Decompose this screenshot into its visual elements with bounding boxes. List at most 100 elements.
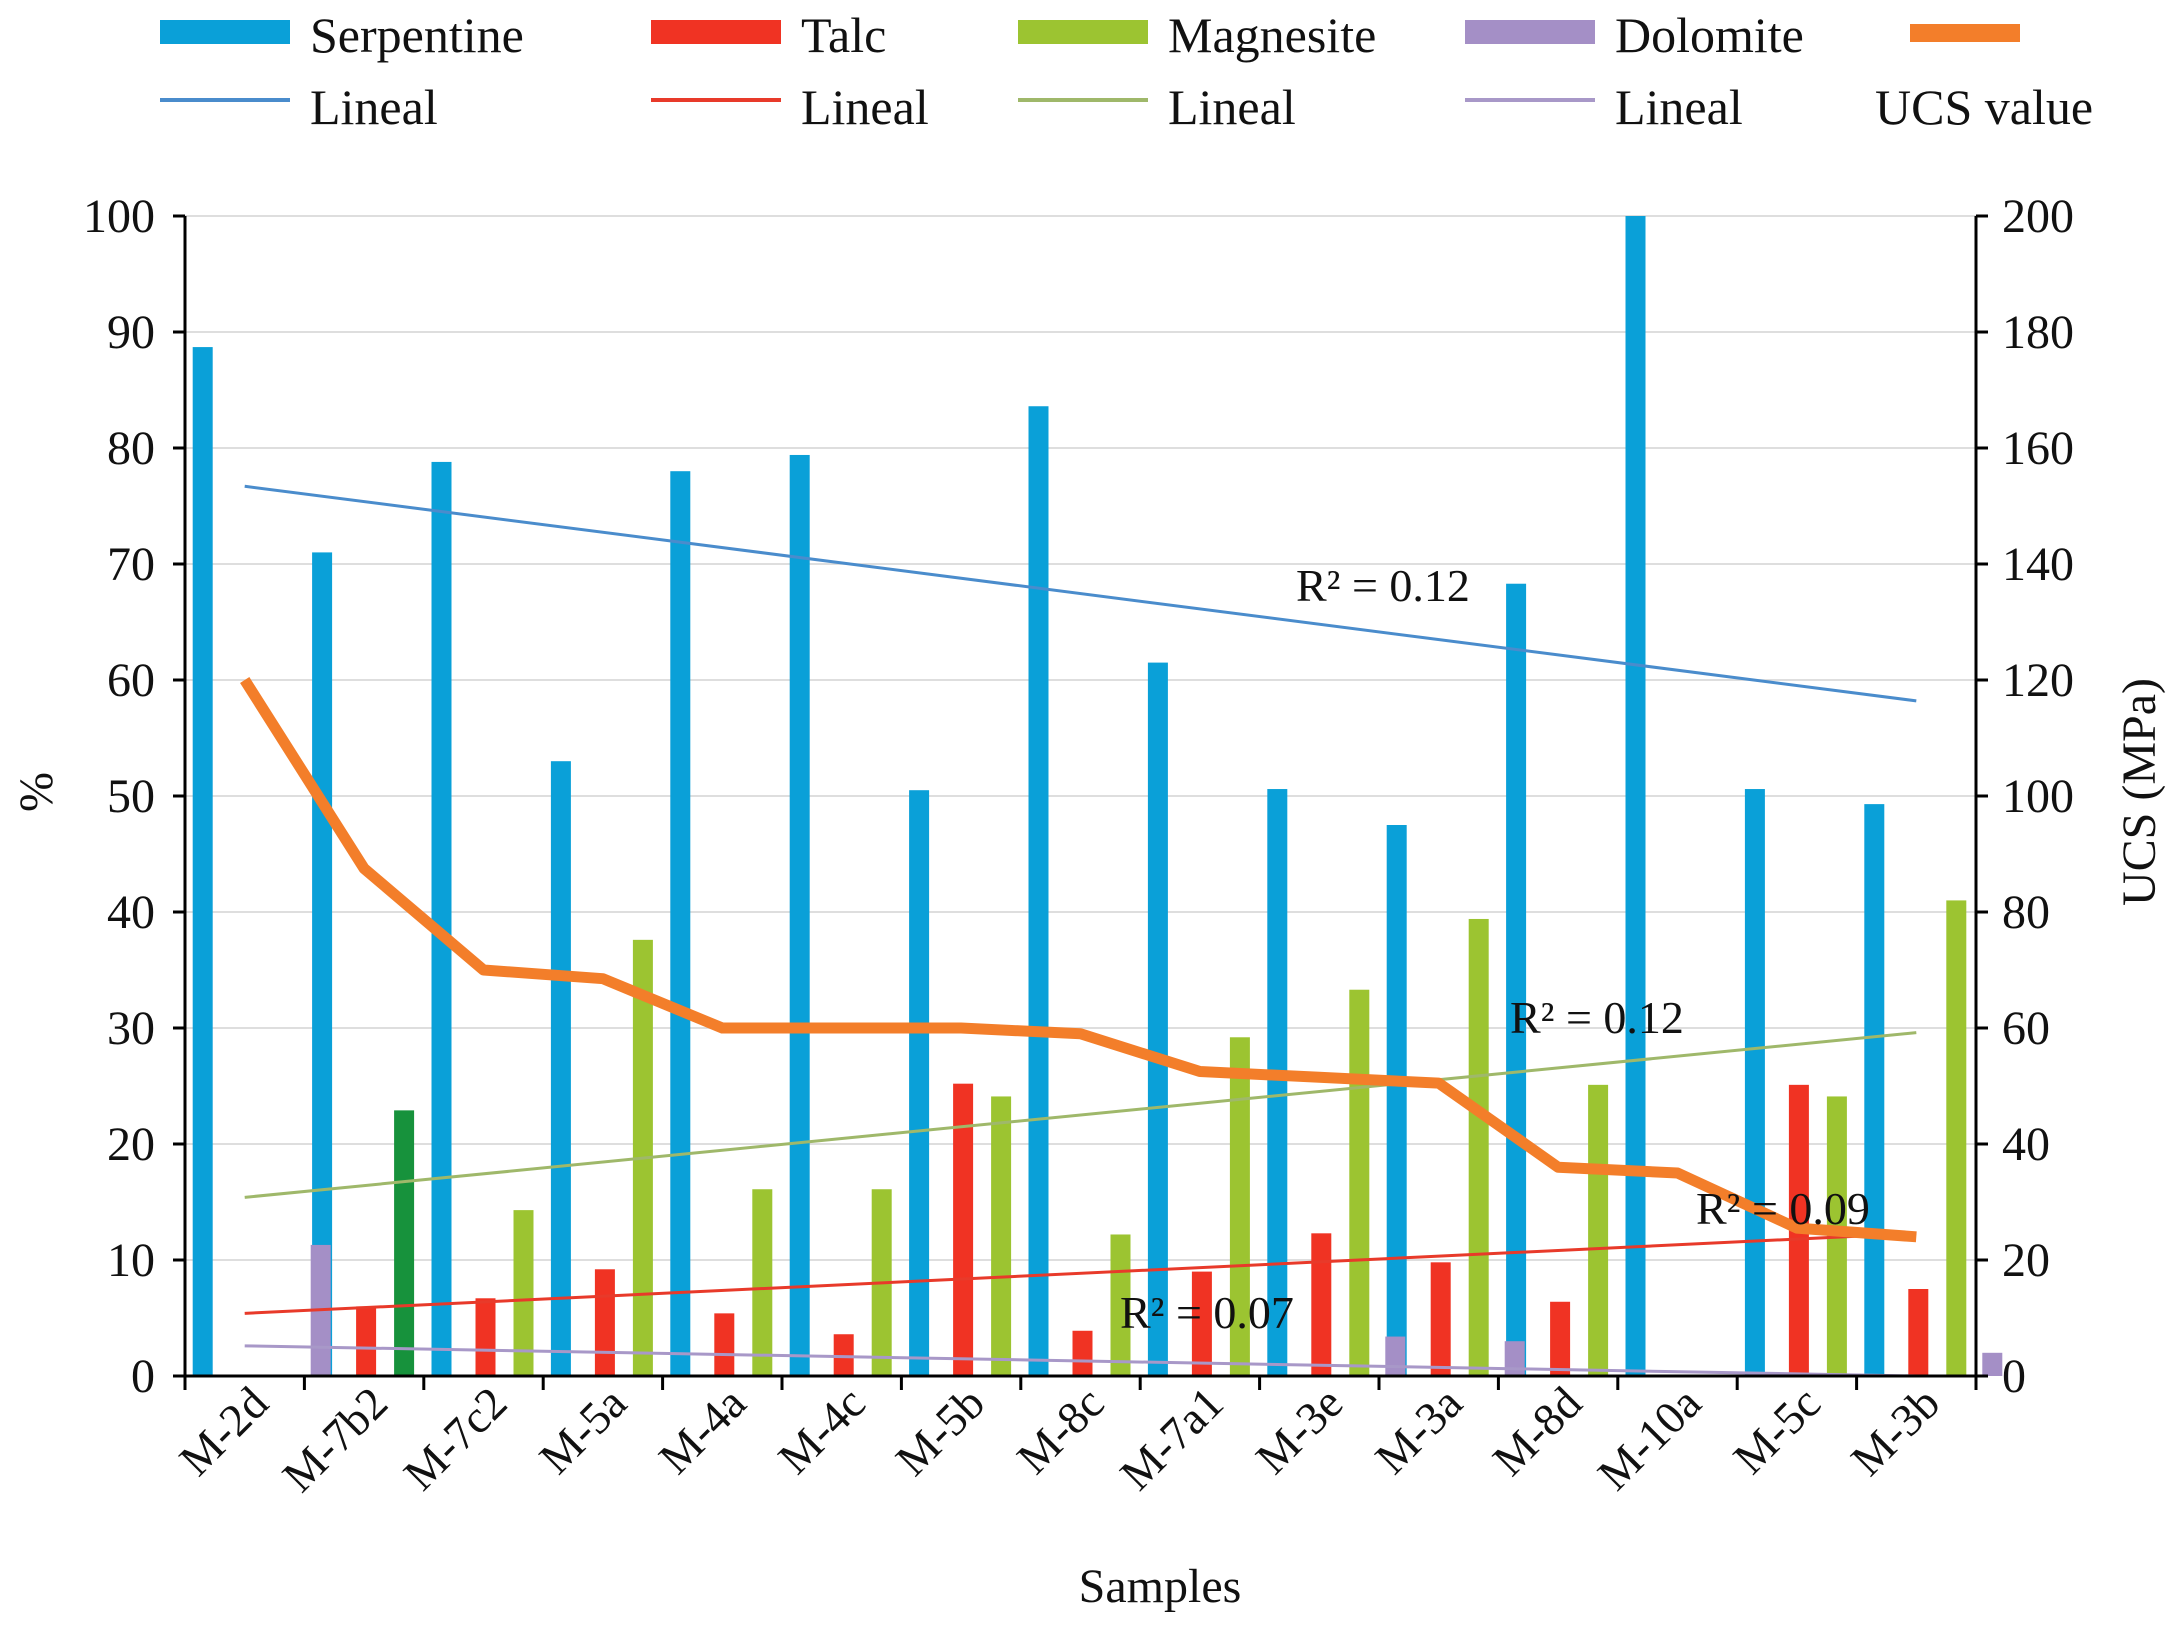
y2-tick-label: 40	[2002, 1118, 2050, 1171]
x-tick-label: M-3e	[1246, 1377, 1353, 1484]
legend-trend-label: Lineal	[310, 79, 438, 135]
dolomite-bar-m-3b	[1982, 1352, 2003, 1376]
dolomite-bar-m-3e	[1385, 1336, 1406, 1376]
y-tick-label: 70	[107, 538, 155, 591]
legend-label-magnesite: Magnesite	[1168, 7, 1376, 63]
legend-trend-label: Lineal	[1168, 79, 1296, 135]
y-tick-label: 90	[107, 306, 155, 359]
talc-bar-m-3b	[1908, 1289, 1929, 1376]
x-tick-label: M-4a	[649, 1377, 756, 1484]
y-tick-label: 80	[107, 422, 155, 475]
ucs-line-group	[240, 677, 1917, 1243]
serpentine-bar-m-5c	[1744, 789, 1765, 1376]
serpentine-bar-m-7c2	[431, 461, 452, 1376]
dolomite-trendline	[244, 1344, 1917, 1378]
x-tick-label: M-3a	[1365, 1377, 1472, 1484]
dolomite-r2-label: R² = 0.07	[1120, 1287, 1294, 1338]
talc-bar-m-8c	[1072, 1330, 1093, 1376]
serpentine-bar-m-7b2	[312, 552, 333, 1376]
magnesite-bar-m-3b	[1946, 900, 1967, 1376]
magnesite-r2-label: R² = 0.12	[1510, 992, 1684, 1043]
magnesite-bar-m-5b	[991, 1096, 1012, 1376]
x-tick-label: M-5b	[886, 1377, 994, 1485]
talc-bar-m-5b	[953, 1083, 974, 1376]
y-tick-label: 0	[131, 1350, 155, 1403]
serpentine-bar-m-4c	[789, 454, 810, 1377]
x-tick-label: M-7a1	[1110, 1377, 1233, 1500]
x-tick-label: M-8d	[1483, 1377, 1591, 1485]
x-axis-title: Samples	[1079, 1560, 1242, 1613]
y2-tick-label: 100	[2002, 770, 2074, 823]
serpentine-trendline	[244, 484, 1917, 703]
y2-tick-label: 60	[2002, 1002, 2050, 1055]
magnesite-bar-m-7c2	[513, 1210, 534, 1376]
y2-tick-label: 0	[2002, 1350, 2026, 1403]
talc-bar-m-7c2	[475, 1298, 496, 1376]
axes: 0 10 20 30 40 50 60 70 80 90 100 0 20 40 60 80 100 120 140…	[83, 190, 2074, 1502]
x-tick-label: M-7c2	[394, 1377, 517, 1500]
legend-label-serpentine: Serpentine	[310, 7, 524, 63]
y-tick-label: 10	[107, 1234, 155, 1287]
magnesite-bar-m-3a	[1468, 918, 1489, 1376]
serpentine-r2-label: R² = 0.12	[1296, 560, 1470, 611]
gridlines	[185, 215, 1976, 1261]
x-tick-label: M-7b2	[273, 1377, 398, 1502]
y-tick-label: 30	[107, 1002, 155, 1055]
x-tick-label: M-10a	[1588, 1377, 1711, 1500]
legend-swatch-serpentine	[160, 20, 290, 44]
y2-axis-title: UCS (MPa)	[2113, 678, 2166, 906]
serpentine-bar-m-5b	[909, 790, 930, 1376]
magnesite-bar-m-4a	[752, 1189, 773, 1376]
x-tick-label: M-3b	[1841, 1377, 1949, 1485]
y-tick-label: 50	[107, 770, 155, 823]
y-tick-label: 40	[107, 886, 155, 939]
talc-bar-m-4a	[714, 1313, 735, 1376]
y2-tick-label: 200	[2002, 190, 2074, 243]
ucs-line	[240, 677, 1917, 1243]
y2-tick-label: 80	[2002, 886, 2050, 939]
talc-trendline	[244, 1231, 1917, 1315]
talc-r2-label: R² = 0.09	[1696, 1183, 1870, 1234]
y2-tick-label: 120	[2002, 654, 2074, 707]
x-tick-label: M-8c	[1007, 1377, 1114, 1484]
serpentine-bar-m-10a	[1625, 216, 1646, 1376]
talc-bar-m-8d	[1550, 1301, 1571, 1376]
talc-bar-m-7a1	[1191, 1271, 1212, 1376]
y-tick-label: 20	[107, 1118, 155, 1171]
talc-bar-m-3e	[1311, 1233, 1332, 1376]
magnesite-bar-m-3e	[1349, 989, 1370, 1376]
magnesite-bar-m-7a1	[1229, 1037, 1250, 1376]
talc-bar-m-4c	[833, 1334, 854, 1376]
x-tick-label: M-2d	[169, 1377, 277, 1485]
x-tick-label: M-5c	[1723, 1377, 1830, 1484]
serpentine-bar-m-4a	[670, 471, 691, 1376]
legend-swatch-talc	[651, 20, 781, 44]
y2-tick-label: 20	[2002, 1234, 2050, 1287]
legend: Serpentine Lineal Talc Lineal Magnesite Linea…	[160, 7, 2093, 135]
trendlines	[244, 484, 1917, 1378]
serpentine-bar-m-2d	[192, 347, 213, 1377]
talc-bar-m-5a	[594, 1269, 615, 1376]
legend-label-ucs: UCS value	[1875, 79, 2093, 135]
magnesite-bar-m-8d	[1588, 1084, 1609, 1376]
serpentine-bar-m-3b	[1864, 804, 1885, 1376]
legend-trend-label: Lineal	[1615, 79, 1743, 135]
y-tick-label: 100	[83, 190, 155, 243]
y-tick-label: 60	[107, 654, 155, 707]
legend-trend-label: Lineal	[801, 79, 929, 135]
serpentine-bar-m-5a	[550, 761, 571, 1376]
serpentine-bar-m-3e	[1267, 789, 1288, 1376]
y2-tick-label: 140	[2002, 538, 2074, 591]
y2-tick-label: 160	[2002, 422, 2074, 475]
y-axis-title: %	[10, 772, 63, 812]
dolomite-bar-m-3a	[1504, 1341, 1525, 1376]
x-tick-label: M-5a	[529, 1377, 636, 1484]
legend-swatch-ucs	[1910, 24, 2020, 42]
legend-swatch-dolomite	[1465, 20, 1595, 44]
magnesite-bar-m-7b2	[394, 1110, 415, 1376]
x-tick-label: M-4c	[768, 1377, 875, 1484]
serpentine-bar-m-8c	[1028, 406, 1049, 1376]
annotations: R² = 0.12 R² = 0.09 R² = 0.12 R² = 0.07	[1120, 560, 1870, 1338]
serpentine-bar-m-3a	[1386, 825, 1407, 1376]
